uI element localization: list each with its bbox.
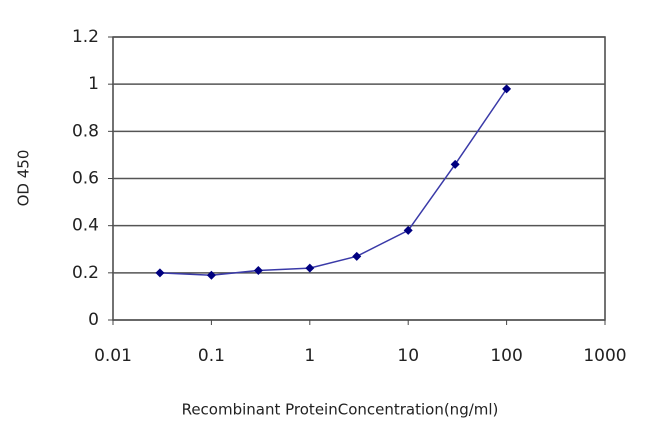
data-marker xyxy=(253,265,263,275)
y-tick-label: 0.8 xyxy=(72,121,99,141)
y-tick-label: 0.4 xyxy=(72,216,99,236)
y-axis-title: OD 450 xyxy=(15,150,33,207)
data-marker xyxy=(305,263,315,273)
x-axis-title: Recombinant ProteinConcentration(ng/ml) xyxy=(182,401,499,419)
data-marker xyxy=(403,225,413,235)
x-tick-label: 100 xyxy=(490,346,522,366)
data-line xyxy=(159,88,508,276)
y-tick-label: 1.2 xyxy=(72,27,99,47)
x-tick-label: 0.1 xyxy=(198,346,225,366)
x-tick-label: 1 xyxy=(304,346,315,366)
y-tick-label: 1 xyxy=(88,74,99,94)
x-tick-label: 0.01 xyxy=(94,346,132,366)
data-marker xyxy=(206,270,216,280)
data-marker xyxy=(155,268,165,278)
x-tick-label: 1000 xyxy=(583,346,626,366)
data-marker xyxy=(352,251,362,261)
data-marker xyxy=(450,159,460,169)
data-marker xyxy=(502,84,512,94)
y-tick-label: 0.2 xyxy=(72,263,99,283)
y-tick-label: 0 xyxy=(88,310,99,330)
y-tick-label: 0.6 xyxy=(72,169,99,189)
x-tick-label: 10 xyxy=(397,346,419,366)
